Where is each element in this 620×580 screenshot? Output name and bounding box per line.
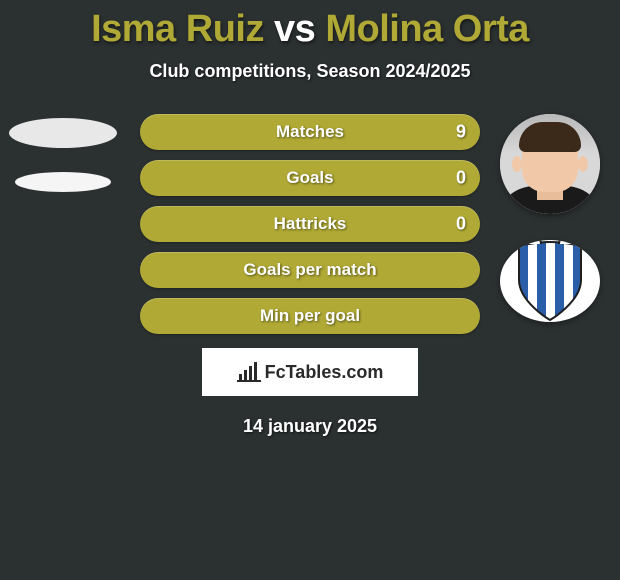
- stat-value-right: 0: [456, 214, 466, 235]
- stat-label: Goals per match: [243, 260, 376, 280]
- shield-icon: [515, 240, 585, 322]
- stat-pill: Hattricks 0: [140, 206, 480, 242]
- right-avatar-column: [500, 114, 600, 348]
- vs-text: vs: [274, 8, 315, 50]
- face-icon: [500, 114, 600, 214]
- player-1-name: Isma Ruiz: [91, 8, 264, 50]
- source-logo-box: FcTables.com: [202, 348, 418, 396]
- player-1-avatar-placeholder: [9, 118, 117, 148]
- stat-label: Min per goal: [260, 306, 360, 326]
- player-2-avatar: [500, 114, 600, 214]
- player-1-club-placeholder: [15, 172, 111, 192]
- player-2-name: Molina Orta: [325, 8, 529, 50]
- page-title: Isma Ruiz vs Molina Orta: [0, 0, 620, 51]
- bar-chart-icon: [237, 362, 261, 382]
- comparison-content: Matches 9 Goals 0 Hattricks 0 Goals per match M…: [0, 114, 620, 437]
- snapshot-date: 14 january 2025: [0, 416, 620, 437]
- stat-label: Matches: [276, 122, 344, 142]
- stats-pill-list: Matches 9 Goals 0 Hattricks 0 Goals per match M…: [140, 114, 480, 334]
- stat-pill: Matches 9: [140, 114, 480, 150]
- left-avatar-column: [8, 114, 118, 192]
- stat-pill: Min per goal: [140, 298, 480, 334]
- stat-label: Goals: [286, 168, 333, 188]
- stat-value-right: 0: [456, 168, 466, 189]
- stat-value-right: 9: [456, 122, 466, 143]
- player-2-club-crest: [500, 240, 600, 322]
- stat-pill: Goals 0: [140, 160, 480, 196]
- subtitle: Club competitions, Season 2024/2025: [0, 61, 620, 82]
- source-logo-text: FcTables.com: [265, 362, 384, 383]
- stat-label: Hattricks: [274, 214, 347, 234]
- stat-pill: Goals per match: [140, 252, 480, 288]
